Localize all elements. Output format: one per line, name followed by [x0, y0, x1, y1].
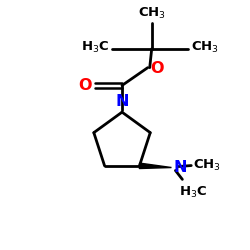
Text: CH$_3$: CH$_3$: [191, 40, 219, 56]
Text: N: N: [115, 94, 129, 109]
Text: N: N: [174, 160, 187, 175]
Text: H$_3$C: H$_3$C: [180, 185, 208, 200]
Text: CH$_3$: CH$_3$: [138, 6, 166, 21]
Text: H$_3$C: H$_3$C: [81, 40, 109, 56]
Polygon shape: [139, 163, 172, 168]
Text: O: O: [151, 61, 164, 76]
Text: CH$_3$: CH$_3$: [193, 158, 221, 173]
Text: O: O: [78, 78, 92, 93]
